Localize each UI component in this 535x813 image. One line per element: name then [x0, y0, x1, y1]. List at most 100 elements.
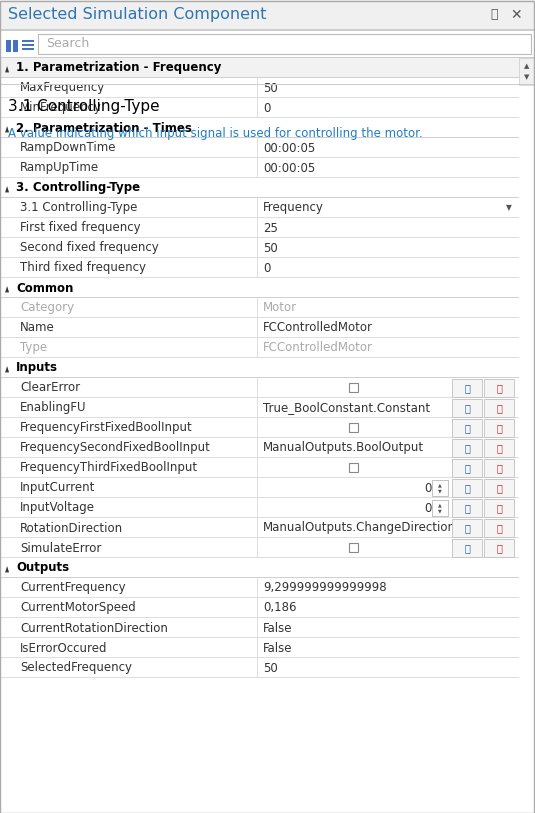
Text: MinFrequency: MinFrequency — [20, 102, 102, 115]
Bar — [432, 480, 448, 496]
Text: 3. Controlling-Type: 3. Controlling-Type — [16, 181, 140, 194]
Text: ManualOutputs.ChangeDirection: ManualOutputs.ChangeDirection — [263, 521, 456, 534]
Bar — [452, 399, 482, 417]
Bar — [257, 158, 258, 178]
Bar — [0, 638, 519, 658]
Bar — [22, 40, 34, 42]
Text: ⛓: ⛓ — [496, 423, 502, 433]
Bar — [0, 598, 519, 618]
Bar — [452, 379, 482, 397]
Bar — [0, 338, 519, 358]
Bar — [0, 85, 535, 813]
Text: 50: 50 — [263, 662, 278, 675]
Text: 0: 0 — [263, 102, 270, 115]
Text: ⛓: ⛓ — [496, 403, 502, 413]
Text: ▼: ▼ — [524, 74, 530, 80]
Text: MaxFrequency: MaxFrequency — [20, 81, 105, 94]
Text: ◄: ◄ — [3, 124, 11, 131]
Bar — [257, 618, 258, 638]
Bar — [0, 658, 519, 678]
Text: Inputs: Inputs — [16, 362, 58, 375]
Bar — [0, 438, 519, 458]
Bar — [257, 78, 258, 98]
Bar — [452, 459, 482, 477]
Bar — [6, 40, 11, 44]
Bar — [484, 539, 514, 557]
Bar — [0, 0, 535, 30]
Bar — [484, 379, 514, 397]
Text: ManualOutputs.BoolOutput: ManualOutputs.BoolOutput — [263, 441, 424, 454]
Bar — [257, 218, 258, 238]
Text: ▲: ▲ — [524, 63, 530, 69]
Text: Selected Simulation Component: Selected Simulation Component — [8, 7, 266, 23]
Text: RampUpTime: RampUpTime — [20, 162, 99, 175]
Bar — [38, 34, 531, 54]
Bar — [484, 519, 514, 537]
Bar — [22, 48, 34, 50]
Bar — [0, 238, 519, 258]
Bar — [349, 463, 358, 472]
Text: 2. Parametrization - Times: 2. Parametrization - Times — [16, 121, 192, 134]
Text: ⛓: ⛓ — [464, 483, 470, 493]
Text: ✕: ✕ — [510, 8, 522, 22]
Text: ⛓: ⛓ — [496, 443, 502, 453]
Bar — [452, 499, 482, 517]
Text: 9,299999999999998: 9,299999999999998 — [263, 581, 387, 594]
Text: SelectedFrequency: SelectedFrequency — [20, 662, 132, 675]
Bar — [0, 278, 519, 298]
Text: ⛓: ⛓ — [464, 543, 470, 553]
Text: FrequencySecondFixedBoolInput: FrequencySecondFixedBoolInput — [20, 441, 211, 454]
Text: SimulateError: SimulateError — [20, 541, 101, 554]
Text: 50: 50 — [263, 241, 278, 254]
Text: 0,186: 0,186 — [263, 602, 296, 615]
Bar — [0, 318, 519, 338]
Text: ⛓: ⛓ — [496, 383, 502, 393]
Text: 3.1 Controlling-Type: 3.1 Controlling-Type — [20, 202, 137, 215]
Text: 50: 50 — [263, 81, 278, 94]
Bar — [13, 48, 18, 52]
Bar — [257, 538, 258, 558]
Bar — [0, 30, 535, 31]
Text: ⛓: ⛓ — [464, 403, 470, 413]
Bar — [257, 258, 258, 278]
Text: ⛓: ⛓ — [496, 543, 502, 553]
Text: ⛓: ⛓ — [464, 503, 470, 513]
Bar — [13, 40, 18, 44]
Text: ◄: ◄ — [3, 365, 11, 372]
Bar — [257, 498, 258, 518]
Text: ClearError: ClearError — [20, 381, 80, 394]
Bar — [452, 419, 482, 437]
Bar — [0, 29, 535, 30]
Text: CurrentRotationDirection: CurrentRotationDirection — [20, 621, 168, 634]
Bar — [0, 84, 535, 85]
Text: CurrentFrequency: CurrentFrequency — [20, 581, 126, 594]
Text: Name: Name — [20, 321, 55, 334]
Text: IsErrorOccured: IsErrorOccured — [20, 641, 108, 654]
Text: FrequencyFirstFixedBoolInput: FrequencyFirstFixedBoolInput — [20, 421, 193, 434]
Text: Outputs: Outputs — [16, 562, 69, 575]
Text: ⛓: ⛓ — [464, 383, 470, 393]
Text: 0: 0 — [263, 262, 270, 275]
Bar — [257, 458, 258, 478]
Text: ▲: ▲ — [438, 502, 442, 507]
Bar — [0, 178, 519, 198]
Text: ⛓: ⛓ — [496, 503, 502, 513]
Bar — [6, 48, 11, 52]
Text: InputVoltage: InputVoltage — [20, 502, 95, 515]
Bar — [349, 424, 358, 433]
Bar — [484, 419, 514, 437]
Text: ◄: ◄ — [3, 185, 11, 191]
Bar — [349, 544, 358, 553]
Bar — [257, 518, 258, 538]
Bar — [257, 578, 258, 598]
Bar — [257, 418, 258, 438]
Text: First fixed frequency: First fixed frequency — [20, 221, 141, 234]
Text: Type: Type — [20, 341, 47, 354]
Text: 3.1 Controlling-Type: 3.1 Controlling-Type — [8, 99, 159, 115]
Text: A value indicating which input signal is used for controlling the motor.: A value indicating which input signal is… — [8, 127, 423, 140]
Bar — [0, 498, 519, 518]
Bar — [484, 459, 514, 477]
Text: ▼: ▼ — [506, 203, 512, 212]
Bar — [484, 479, 514, 497]
Text: FCControlledMotor: FCControlledMotor — [263, 321, 373, 334]
